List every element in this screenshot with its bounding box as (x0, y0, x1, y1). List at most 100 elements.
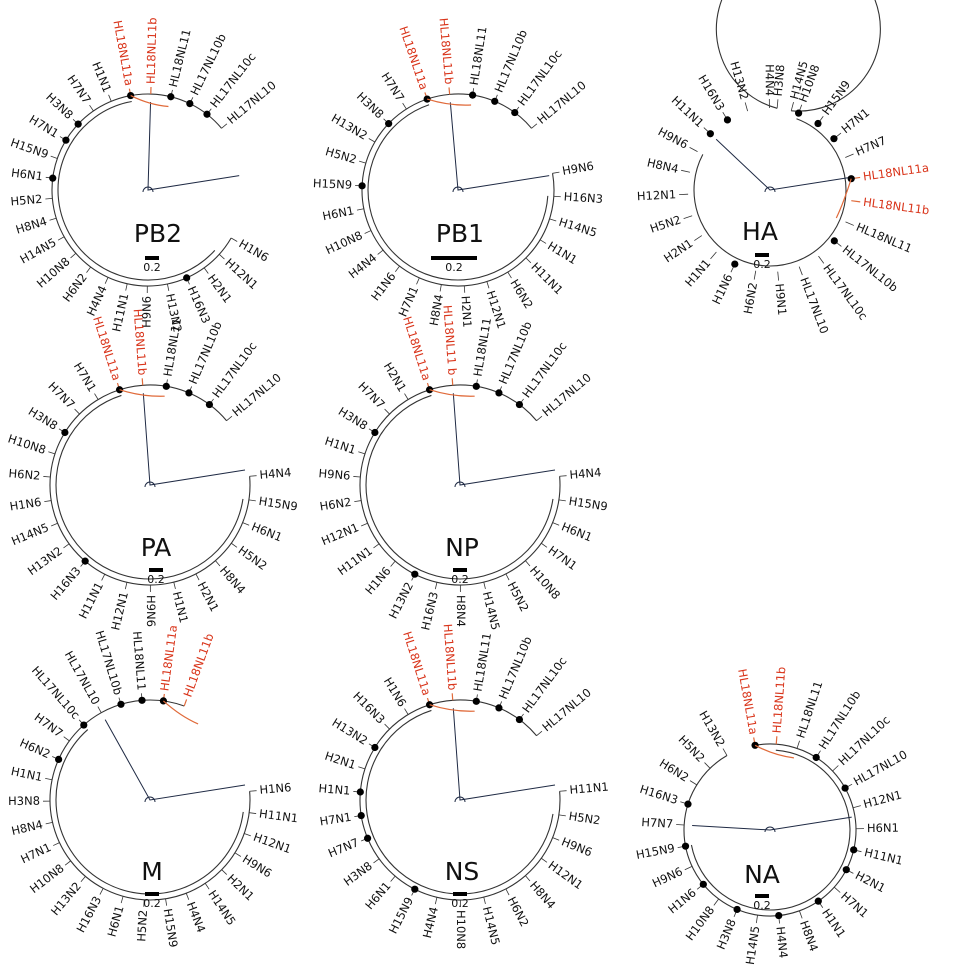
leaf-branch (218, 254, 225, 260)
leaf-label: H8N4 (454, 595, 468, 627)
bootstrap-node-dot (814, 897, 822, 905)
tree-backbone-arc (49, 384, 251, 586)
leaf-branch (549, 218, 557, 222)
leaf-label: H12N1 (637, 187, 677, 203)
leaf-branch (97, 706, 102, 713)
leaf-branch (64, 860, 71, 866)
leaf-label: HL17NL10b (496, 319, 535, 386)
leaf-branch (558, 499, 566, 502)
leaf-branch (710, 251, 717, 260)
leaf-branch (448, 87, 451, 95)
leaf-label: H12N1 (319, 520, 361, 548)
leaf-label: H9N6 (318, 466, 351, 483)
root-branch (692, 816, 852, 831)
leaf-label: HL18NL11a (862, 160, 930, 183)
leaf-branch (221, 869, 228, 875)
bootstrap-node-dot (842, 866, 850, 874)
bootstrap-node-dot (812, 753, 820, 762)
leaf-label: HL18NL11a (396, 24, 431, 91)
leaf-label: H15N9 (313, 176, 353, 192)
leaf-label: HL17NL10 (797, 275, 831, 335)
leaf-label: H15N9 (635, 841, 676, 862)
scale-bar-label: 0.2 (753, 899, 771, 912)
bootstrap-node-dot (74, 120, 82, 128)
tree-inner-arc (55, 394, 244, 580)
leaf-branch (439, 284, 442, 292)
leaf-branch (744, 102, 749, 112)
leaf-label: H7N1 (18, 840, 53, 866)
root-branch (452, 708, 556, 801)
bootstrap-node-dot (850, 846, 858, 854)
leaf-branch (790, 101, 794, 111)
root-node (452, 186, 464, 193)
leaf-label: H12N1 (251, 830, 293, 856)
leaf-label: H6N1 (867, 821, 899, 835)
tree-backbone-arc (683, 743, 857, 917)
leaf-label: H15N9 (161, 907, 181, 948)
leaf-branch (541, 857, 548, 863)
leaf-label: H5N2 (568, 809, 602, 828)
bootstrap-node-dot (684, 800, 692, 808)
leaf-label: H9N1 (772, 283, 789, 316)
leaf-branch (185, 893, 190, 900)
leaf-label: H1N6 (237, 237, 272, 265)
leaf-branch (851, 200, 861, 203)
leaf-label: H7N7 (45, 379, 77, 411)
leaf-label: H3N8 (354, 89, 387, 121)
leaf-label: HL18NL11 b (440, 305, 459, 376)
bootstrap-node-dot (205, 400, 214, 409)
leaf-branch (404, 393, 409, 400)
leaf-branch (94, 393, 99, 400)
leaf-branch (818, 255, 825, 264)
leaf-branch (713, 898, 719, 906)
leaf-branch (48, 451, 56, 455)
leaf-label: H2N1 (195, 579, 222, 614)
leaf-label: H11N1 (528, 260, 566, 298)
leaf-label: H8N4 (217, 563, 248, 596)
leaf-branch (753, 270, 757, 280)
leaf-branch (57, 236, 65, 241)
bootstrap-node-dot (733, 905, 741, 914)
root-branch (449, 102, 550, 191)
leaf-branch (832, 765, 839, 772)
leaf-branch (234, 852, 242, 857)
root-node (764, 186, 776, 193)
root-branch (452, 393, 556, 486)
leaf-label: HL18NL11b (862, 195, 930, 218)
leaf-label: H9N6 (559, 834, 594, 859)
leaf-label: H2N1 (323, 749, 358, 772)
leaf-label: H10N8 (454, 910, 468, 949)
leaf-label: H1N1 (682, 256, 713, 289)
bootstrap-node-dot (491, 97, 499, 105)
leaf-label: H2N1 (458, 295, 474, 328)
leaf-branch (373, 858, 380, 864)
leaf-branch (486, 281, 490, 289)
leaf-label: H15N9 (386, 895, 416, 936)
bootstrap-node-dot (723, 116, 732, 124)
leaf-branch (416, 277, 420, 285)
leaf-label: H7N7 (64, 72, 94, 106)
hl18-clade-branch (130, 95, 169, 108)
leaf-branch (44, 500, 52, 503)
leaf-label: H14N5 (205, 888, 238, 928)
leaf-branch (704, 762, 711, 769)
leaf-label: H1N6 (259, 780, 292, 797)
leaf-branch (125, 283, 128, 291)
leaf-label: HL18NL11b (131, 308, 150, 375)
leaf-branch (777, 271, 779, 281)
leaf-branch (167, 283, 170, 291)
scale-bar-label: 0.2 (143, 897, 161, 910)
leaf-branch (525, 560, 531, 567)
bootstrap-node-dot (55, 755, 63, 763)
leaf-label: H6N2 (741, 281, 760, 315)
leaf-branch (108, 94, 112, 102)
leaf-label: H10N8 (27, 861, 67, 896)
bootstrap-node-dot (814, 119, 822, 128)
leaf-branch (221, 123, 228, 129)
leaf-branch (104, 277, 109, 284)
leaf-label: H12N1 (546, 858, 586, 892)
leaf-label: H1N6 (665, 885, 699, 916)
leaf-branch (531, 123, 538, 129)
hl18-clade-branch (163, 700, 199, 725)
leaf-label: H7N7 (378, 70, 407, 104)
